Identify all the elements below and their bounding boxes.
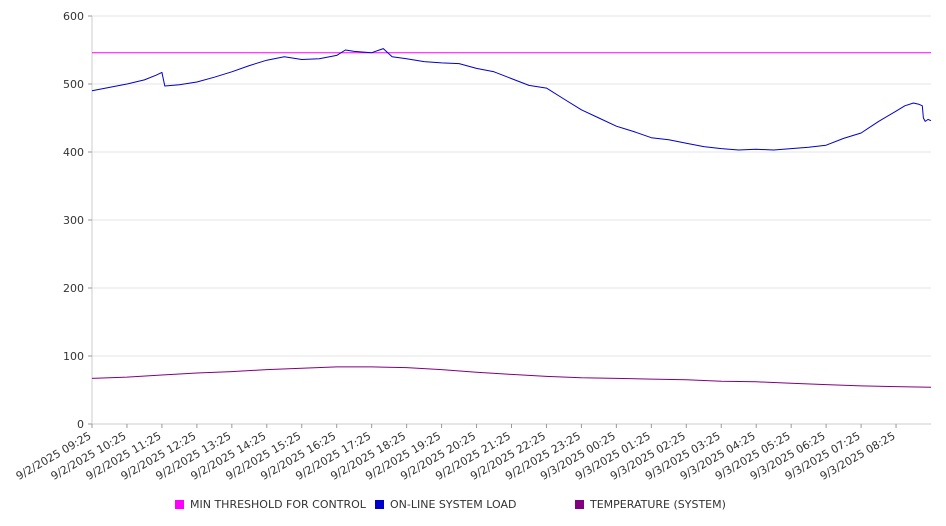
series xyxy=(91,48,932,388)
legend-swatch-min-threshold xyxy=(175,500,184,509)
series-temperature-line xyxy=(91,366,932,388)
y-tick-label: 200 xyxy=(63,282,84,295)
legend-label-temperature: TEMPERATURE (SYSTEM) xyxy=(590,498,726,511)
y-tick-label: 600 xyxy=(63,10,84,23)
y-axis-ticks: 0 100 200 300 400 500 600 xyxy=(63,10,92,431)
legend-label-system-load: ON-LINE SYSTEM LOAD xyxy=(390,498,517,511)
y-tick-label: 500 xyxy=(63,78,84,91)
y-tick-label: 100 xyxy=(63,350,84,363)
line-chart: 0 100 200 300 400 500 600 9/2/2025 09:259/2/20… xyxy=(14,10,932,483)
y-tick-label: 300 xyxy=(63,214,84,227)
y-tick-label: 0 xyxy=(77,418,84,431)
legend-item-temperature[interactable]: TEMPERATURE (SYSTEM) xyxy=(575,498,726,511)
legend-label-min-threshold: MIN THRESHOLD FOR CONTROL xyxy=(190,498,366,511)
legend-swatch-temperature xyxy=(575,500,584,509)
gridlines xyxy=(92,15,931,357)
legend-item-min-threshold[interactable]: MIN THRESHOLD FOR CONTROL xyxy=(175,498,366,511)
legend-item-system-load[interactable]: ON-LINE SYSTEM LOAD xyxy=(375,498,516,511)
legend: MIN THRESHOLD FOR CONTROL ON-LINE SYSTEM… xyxy=(0,498,946,518)
legend-swatch-system-load xyxy=(375,500,384,509)
x-axis-ticks: 9/2/2025 09:259/2/2025 10:259/2/2025 11:… xyxy=(14,424,898,483)
series-system-load-line xyxy=(91,48,932,151)
y-tick-label: 400 xyxy=(63,146,84,159)
